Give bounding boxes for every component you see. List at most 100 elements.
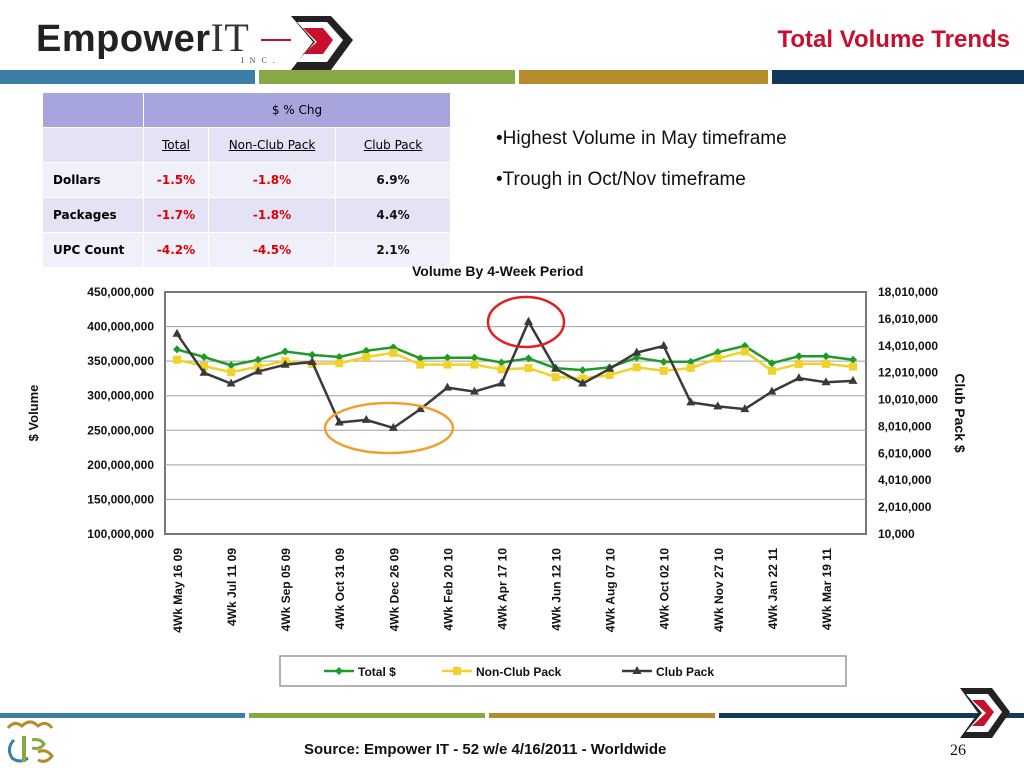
data-point [524, 316, 534, 325]
data-point [605, 363, 615, 372]
data-point [767, 359, 776, 368]
y2-tick-label: 10,010,000 [878, 393, 938, 407]
legend-swatch-marker [632, 666, 642, 674]
source-note: Source: Empower IT - 52 w/e 4/16/2011 - … [304, 741, 667, 758]
table-row: Dollars -1.5% -1.8% 6.9% [42, 162, 451, 198]
data-point [308, 350, 317, 359]
legend-label: Total $ [358, 665, 396, 679]
data-point [415, 404, 425, 413]
cell-total: -1.7% [143, 197, 209, 233]
data-point [821, 359, 830, 368]
x-tick-label: 4Wk Feb 20 10 [441, 548, 455, 631]
cell-club: 6.9% [335, 162, 451, 198]
y-tick-label: 100,000,000 [87, 527, 154, 541]
column-header-nonclub: Non-Club Pack [208, 127, 336, 163]
data-point [362, 346, 371, 355]
data-point [307, 357, 317, 366]
data-point [686, 364, 695, 373]
x-tick-label: 4Wk May 16 09 [171, 548, 185, 633]
data-point [794, 373, 804, 382]
y-tick-label: 400,000,000 [87, 320, 154, 334]
cell-nonclub: -4.5% [208, 232, 336, 268]
data-point [605, 370, 614, 379]
header-band [0, 70, 1024, 84]
footer-logo-emblem-icon [960, 688, 1010, 738]
pct-change-table: $ % Chg Total Non-Club Pack Club Pack Do… [42, 92, 451, 268]
data-point [659, 357, 668, 366]
x-tick-label: 4Wk Dec 26 09 [387, 548, 401, 632]
table-corner-cell [42, 92, 144, 128]
data-point [199, 367, 209, 376]
data-point [713, 401, 723, 410]
column-header-total: Total [143, 127, 209, 163]
data-point [389, 348, 398, 357]
x-tick-label: 4Wk Jan 22 11 [766, 548, 780, 630]
data-point [767, 366, 776, 375]
data-point [335, 352, 344, 361]
data-point [200, 361, 209, 370]
x-tick-label: 4Wk Apr 17 10 [495, 548, 509, 630]
logo-emblem-icon [261, 16, 353, 70]
data-point [524, 354, 533, 363]
y2-tick-label: 18,010,000 [878, 285, 938, 299]
data-point [632, 363, 641, 372]
data-point [470, 353, 479, 362]
data-point [551, 373, 560, 382]
data-point [497, 358, 506, 367]
cell-club: 2.1% [335, 232, 451, 268]
row-label: Packages [42, 197, 144, 233]
data-point [416, 360, 425, 369]
data-point [172, 328, 182, 337]
y-tick-label: 350,000,000 [87, 354, 154, 368]
data-point [280, 359, 290, 368]
jeca-emblem-icon [6, 720, 54, 763]
peak-highlight-circle [486, 295, 566, 349]
data-point [849, 355, 857, 364]
data-point [173, 355, 181, 364]
company-logo: EmpowerIT INC. [36, 12, 353, 70]
y2-tick-label: 4,010,000 [878, 473, 932, 487]
table-row: Packages -1.7% -1.8% 4.4% [42, 197, 451, 233]
data-point [659, 340, 669, 349]
x-tick-label: 4Wk Oct 02 10 [658, 548, 672, 630]
data-point [442, 382, 452, 391]
data-point [226, 378, 236, 387]
chart-legend [279, 655, 847, 687]
cell-club: 4.4% [335, 197, 451, 233]
y-axis-label: $ Volume [26, 385, 41, 442]
x-tick-label: 4Wk Aug 07 10 [604, 548, 618, 633]
y-tick-label: 250,000,000 [87, 423, 154, 437]
cell-total: -1.5% [143, 162, 209, 198]
data-point [794, 352, 803, 361]
footer-band [0, 713, 1024, 718]
data-point [416, 354, 425, 363]
data-point [686, 357, 695, 366]
legend-swatch-marker [453, 667, 461, 675]
data-point [578, 378, 588, 387]
data-point [173, 345, 181, 354]
y-tick-label: 300,000,000 [87, 389, 154, 403]
data-point [578, 366, 587, 375]
data-point [767, 386, 777, 395]
data-point [227, 368, 236, 377]
bullet-item: •Highest Volume in May timeframe [496, 128, 787, 149]
data-point [578, 374, 587, 383]
data-point [443, 360, 452, 369]
data-point [200, 352, 209, 361]
data-point [794, 359, 803, 368]
logo-it-text: IT [210, 15, 250, 60]
data-point [713, 354, 722, 363]
page-number: 26 [950, 742, 966, 759]
y2-axis-label: Club Pack $ [952, 373, 968, 453]
legend-label: Non-Club Pack [476, 665, 562, 679]
data-point [821, 377, 831, 386]
table-header: $ % Chg [143, 92, 451, 128]
legend-label: Club Pack [656, 665, 714, 679]
logo-wordmark: EmpowerIT [36, 14, 249, 61]
plot-area [164, 291, 867, 535]
data-point [497, 365, 506, 374]
y-tick-label: 200,000,000 [87, 458, 154, 472]
data-point [496, 378, 506, 387]
series-nonclub-line [176, 350, 854, 380]
logo-brand-text: Empower [36, 18, 211, 60]
